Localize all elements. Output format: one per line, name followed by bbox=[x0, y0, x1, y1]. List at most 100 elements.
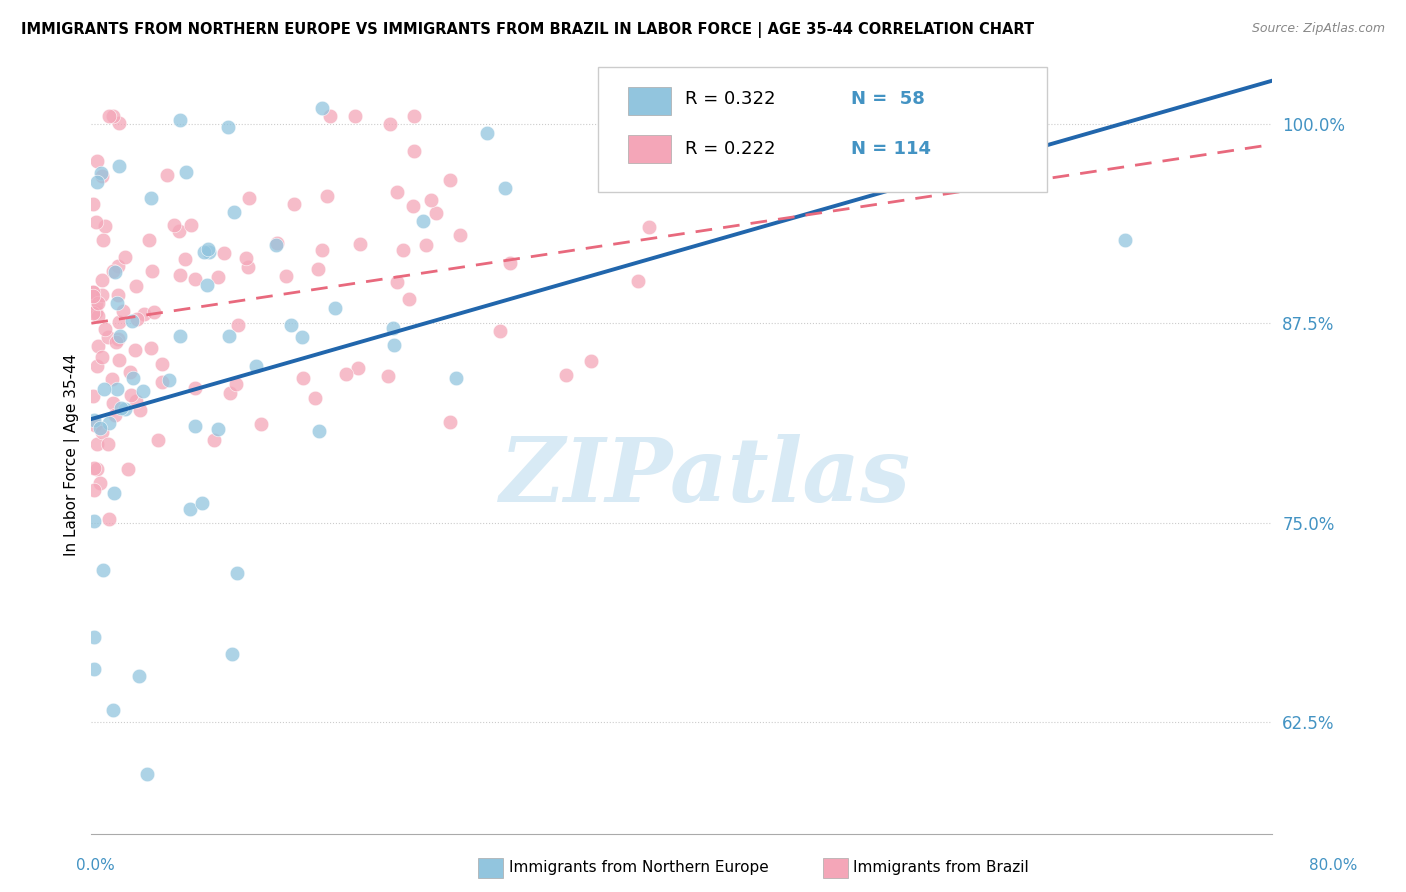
Point bbox=[86, 359, 108, 373]
Point bbox=[377, 369, 399, 384]
Point bbox=[444, 371, 467, 385]
Point bbox=[141, 263, 163, 277]
Point bbox=[107, 352, 129, 367]
Point bbox=[142, 305, 165, 319]
Point bbox=[202, 434, 225, 448]
Point bbox=[264, 237, 287, 252]
Point bbox=[217, 120, 239, 135]
Point bbox=[412, 213, 434, 227]
Y-axis label: In Labor Force | Age 35-44: In Labor Force | Age 35-44 bbox=[65, 354, 80, 556]
Point bbox=[304, 391, 326, 405]
Point bbox=[91, 425, 114, 439]
Point bbox=[114, 250, 136, 264]
Point bbox=[104, 408, 127, 422]
Point bbox=[449, 227, 471, 242]
Point bbox=[347, 360, 370, 375]
Point bbox=[91, 563, 114, 577]
Point bbox=[323, 301, 346, 315]
Point bbox=[89, 475, 111, 490]
Point bbox=[893, 101, 915, 115]
Point bbox=[308, 424, 330, 438]
Point bbox=[97, 109, 120, 123]
Point bbox=[98, 512, 121, 526]
Point bbox=[83, 662, 105, 676]
Point bbox=[117, 462, 139, 476]
Point bbox=[87, 296, 110, 310]
Point bbox=[343, 109, 366, 123]
Point bbox=[402, 199, 425, 213]
Point bbox=[86, 215, 108, 229]
Point bbox=[138, 233, 160, 247]
Point bbox=[245, 359, 267, 374]
Point bbox=[134, 307, 156, 321]
Text: ZIPatlas: ZIPatlas bbox=[501, 434, 911, 521]
Point bbox=[221, 647, 243, 661]
Point bbox=[105, 295, 128, 310]
Point bbox=[226, 318, 249, 332]
Point bbox=[385, 275, 408, 289]
Point bbox=[169, 112, 191, 127]
Text: N = 114: N = 114 bbox=[851, 140, 931, 158]
Point bbox=[97, 330, 120, 344]
Point bbox=[91, 169, 114, 183]
Point bbox=[335, 367, 357, 381]
Point bbox=[488, 324, 510, 338]
Point bbox=[156, 169, 179, 183]
Point bbox=[120, 365, 142, 379]
Point bbox=[90, 273, 112, 287]
Point bbox=[141, 191, 163, 205]
Point bbox=[384, 338, 406, 352]
Point bbox=[97, 437, 120, 451]
Point bbox=[83, 514, 105, 528]
Point bbox=[108, 328, 131, 343]
Point bbox=[415, 238, 437, 252]
Point bbox=[93, 382, 115, 396]
Point bbox=[101, 703, 124, 717]
Point bbox=[169, 328, 191, 343]
Point bbox=[100, 372, 122, 386]
Point bbox=[402, 144, 425, 158]
Point bbox=[439, 173, 461, 187]
Point bbox=[82, 285, 104, 299]
Point bbox=[107, 332, 129, 346]
Point bbox=[402, 109, 425, 123]
Point bbox=[87, 339, 110, 353]
Point bbox=[184, 418, 207, 433]
Point bbox=[235, 251, 257, 265]
Point bbox=[183, 381, 205, 395]
Point bbox=[83, 413, 105, 427]
Text: 0.0%: 0.0% bbox=[76, 858, 115, 872]
Point bbox=[398, 292, 420, 306]
Point bbox=[1114, 233, 1136, 247]
Point bbox=[94, 219, 117, 233]
Point bbox=[83, 483, 105, 497]
Point bbox=[86, 436, 108, 450]
Point bbox=[198, 245, 221, 260]
Point bbox=[91, 233, 114, 247]
Point bbox=[180, 218, 202, 232]
Text: IMMIGRANTS FROM NORTHERN EUROPE VS IMMIGRANTS FROM BRAZIL IN LABOR FORCE | AGE 3: IMMIGRANTS FROM NORTHERN EUROPE VS IMMIG… bbox=[21, 22, 1035, 38]
Point bbox=[82, 285, 104, 300]
Point bbox=[89, 421, 111, 435]
Point bbox=[163, 219, 186, 233]
Point bbox=[499, 256, 522, 270]
Point bbox=[82, 289, 104, 303]
Point bbox=[90, 166, 112, 180]
Point bbox=[129, 402, 152, 417]
Point bbox=[124, 394, 146, 409]
Point bbox=[700, 125, 723, 139]
Point bbox=[86, 175, 108, 189]
Point bbox=[238, 260, 260, 274]
Point bbox=[101, 109, 124, 123]
Point bbox=[311, 101, 333, 115]
Point bbox=[222, 204, 245, 219]
Point bbox=[128, 669, 150, 683]
Text: Immigrants from Brazil: Immigrants from Brazil bbox=[853, 860, 1029, 874]
Point bbox=[83, 461, 105, 475]
Point bbox=[169, 268, 191, 282]
Text: Source: ZipAtlas.com: Source: ZipAtlas.com bbox=[1251, 22, 1385, 36]
Point bbox=[107, 159, 129, 173]
Point bbox=[150, 357, 173, 371]
Point bbox=[174, 165, 197, 179]
Text: R = 0.322: R = 0.322 bbox=[685, 90, 775, 108]
